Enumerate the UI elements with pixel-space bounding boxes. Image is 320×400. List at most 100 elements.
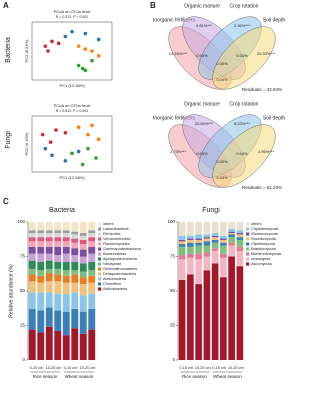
bar-segment	[37, 230, 45, 234]
y-tick-label: 100	[17, 219, 25, 224]
scatter-point	[70, 151, 74, 156]
panel-label: C	[3, 197, 9, 206]
bar-segment	[211, 248, 219, 251]
bar-segment	[228, 222, 235, 229]
bar-segment	[45, 268, 53, 274]
legend-swatch	[246, 242, 250, 246]
bar-segment	[88, 275, 96, 283]
bar-segment	[28, 268, 36, 275]
chart-subtitle: R = 0.374, P = 0.001	[56, 15, 88, 19]
bar-segment	[228, 234, 235, 238]
legend-swatch	[246, 262, 250, 266]
scatter-point	[83, 68, 88, 73]
bar-segment	[45, 273, 53, 282]
scatter-point	[76, 125, 81, 129]
venn-region-label: 20.50%***	[195, 121, 214, 126]
bar-segment	[203, 252, 211, 257]
bar-segment	[88, 253, 96, 263]
scatter-point	[43, 146, 48, 151]
bar-segment	[236, 246, 244, 251]
bar-segment	[178, 279, 186, 360]
legend-swatch	[98, 252, 102, 256]
scatter-point	[94, 156, 98, 160]
legend-label: Deltaproteobacteria	[103, 272, 137, 276]
scatter-point	[48, 140, 53, 144]
scatter-point	[86, 132, 90, 137]
bar-segment	[203, 234, 211, 238]
chart-subtitle: R = 0.512, P = 0.001	[56, 109, 88, 113]
venn-set-label: Organic manure	[184, 101, 220, 107]
scatter-point	[63, 34, 68, 39]
bar-segment	[203, 238, 211, 242]
legend-swatch	[98, 282, 102, 286]
venn-annotation: Residuals = 42.94%	[242, 87, 282, 92]
bar-segment	[228, 237, 235, 243]
group-label: 10-20 cm	[228, 366, 244, 370]
bar-segment	[28, 253, 36, 261]
scatter-point	[96, 137, 101, 142]
panel-label: B	[150, 1, 156, 10]
bar-segment	[228, 228, 235, 232]
y-tick-label: 50	[170, 288, 176, 293]
bar-segment	[54, 331, 62, 360]
scatter-point	[83, 47, 88, 51]
venn-set-label: Organic manure	[184, 3, 220, 9]
bar-segment	[187, 246, 194, 254]
bar-segment	[28, 329, 36, 360]
bar-segment	[54, 310, 62, 332]
bar-segment	[71, 231, 79, 235]
bar-segment	[211, 242, 219, 249]
bar-segment	[178, 259, 186, 280]
bar-segment	[45, 222, 53, 231]
bar-segment	[187, 253, 194, 258]
bar-segment	[71, 242, 79, 249]
bar-segment	[236, 250, 244, 267]
bar-segment	[211, 239, 219, 243]
venn-set-label: Inorganic fertilizers	[153, 115, 195, 121]
bar-segment	[203, 222, 211, 235]
legend-swatch	[246, 247, 250, 251]
bar-segment	[228, 245, 235, 257]
bar-segment	[37, 332, 45, 360]
bar-segment	[88, 308, 96, 330]
legend-label: Basidiomycota	[251, 247, 277, 251]
scatter-point	[76, 44, 81, 48]
bar-segment	[62, 282, 70, 294]
legend-label: Rozellomycota	[251, 237, 277, 241]
legend-label: Ascomycota	[251, 262, 273, 266]
legend-label: others	[251, 222, 262, 226]
bar-segment	[88, 222, 96, 231]
legend-label: Firmicutes	[103, 232, 121, 236]
venn-region-label: 0.04%	[236, 151, 248, 156]
bar-segment	[62, 270, 70, 276]
bar-segment	[228, 242, 235, 246]
bar-segment	[71, 292, 79, 309]
bar-segment	[79, 256, 87, 264]
scatter-point	[83, 31, 88, 36]
venn-annotation: Residuals = 61.23%	[242, 185, 282, 190]
y-axis-label: PC2 (9.16%)	[24, 132, 29, 156]
bar-segment	[54, 262, 62, 269]
y-tick-label: 75	[170, 254, 176, 259]
bar-segment	[203, 256, 211, 271]
scatter-point	[96, 54, 101, 58]
bar-segment	[228, 233, 235, 235]
bar-segment	[195, 284, 202, 360]
scatter-point	[76, 63, 81, 68]
bar-segment	[187, 257, 194, 275]
bar-segment	[62, 253, 70, 263]
bar-segment	[54, 230, 62, 234]
venn-region-label: 0.03%	[216, 175, 228, 180]
venn-set-label: Soil depth	[263, 17, 285, 23]
legend-swatch	[98, 267, 102, 271]
legend-label: Chloroflexi	[103, 282, 121, 286]
bar-segment	[62, 275, 70, 283]
scatter-point	[80, 66, 85, 71]
bar-segment	[45, 237, 53, 242]
bar-segment	[79, 333, 87, 360]
bar-segment	[236, 237, 244, 240]
legend-swatch	[246, 232, 250, 236]
scatter-point	[63, 131, 68, 135]
bar-segment	[220, 238, 227, 240]
bar-segment	[28, 233, 36, 238]
